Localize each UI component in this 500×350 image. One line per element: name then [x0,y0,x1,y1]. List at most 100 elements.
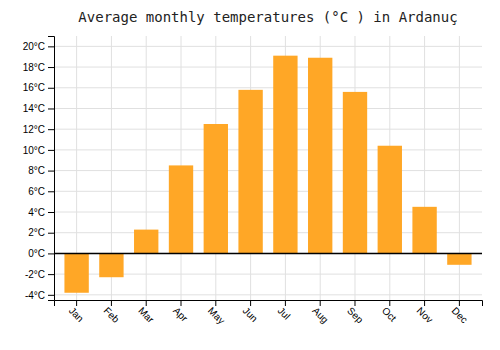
tick-label: 6°C [28,186,45,197]
tick: 8°C [28,165,54,176]
bar [169,165,193,253]
tick: 4°C [28,207,54,218]
tick-label: Aug [310,305,330,325]
tick-label: Apr [171,305,190,324]
tick-mark [48,274,54,275]
tick: Nov [415,300,435,325]
grid-line [54,170,482,171]
bar [343,92,367,254]
tick: 18°C [23,62,54,73]
bar [238,90,262,254]
title: Average monthly temperatures (°C ) in Ar… [78,9,457,25]
tick-mark [111,300,112,306]
tick-mark [389,300,390,306]
tick-label: Sep [345,305,366,326]
grid-line [54,108,482,109]
tick-mark [146,300,147,306]
tick: Feb [102,300,122,325]
tick: -4°C [25,290,54,301]
bar [64,253,88,292]
grid [54,36,482,300]
tick-mark [48,295,54,296]
tick-label: 20°C [23,41,45,52]
tick: Mar [136,300,156,325]
tick-label: 4°C [28,207,45,218]
x-axis: Jan Feb Mar Apr May Jun Jul Aug Sep Oct Nov Dec [55,300,483,326]
tick-mark [424,300,425,306]
tick-mark [48,88,54,89]
tick-mark [48,129,54,130]
bar [378,146,402,254]
tick: 6°C [28,186,54,197]
tick-label: Jul [275,305,292,322]
tick: 10°C [23,145,54,156]
grid-line [54,67,482,68]
tick-mark [48,46,54,47]
tick-label: Jun [241,305,260,324]
tick: 14°C [23,103,54,114]
tick-mark [250,300,251,306]
tick-label: Mar [136,305,156,325]
tick: -2°C [25,269,54,280]
tick: 20°C [23,41,54,52]
tick-mark [354,300,355,306]
tick: 0°C [28,248,54,259]
tick-mark [48,233,54,234]
bars [54,56,482,293]
tick-mark [48,108,54,109]
tick: Jun [241,300,260,324]
tick-label: -4°C [25,290,45,301]
tick-label: Oct [380,305,399,324]
tick-label: Feb [102,305,122,325]
tick-label: Nov [415,305,435,325]
axis-line [48,37,55,301]
grid-line [424,36,425,300]
bar [447,253,471,264]
y-axis: -4°C -2°C 0°C 2°C 4°C 6°C 8°C 10°C 12°C 14°C 16°C 1… [23,37,55,301]
grid-line [54,149,482,150]
tick: 12°C [23,124,54,135]
grid-line [54,46,482,47]
zero-line [54,253,482,255]
tick-mark [320,300,321,306]
bar [412,207,436,254]
tick-label: Dec [449,305,469,325]
tick-mark [215,300,216,306]
grid-line [54,294,482,295]
tick: Jan [67,300,86,324]
tick-label: 18°C [23,62,45,73]
grid-line [54,191,482,192]
axis-line [55,301,483,307]
bar [308,58,332,254]
tick-mark [48,191,54,192]
tick: Oct [380,300,399,324]
bar [273,56,297,254]
tick-mark [48,171,54,172]
bar [99,253,123,277]
tick-mark [285,300,286,306]
grid-line [146,36,147,300]
tick-mark [48,212,54,213]
tick-label: May [206,305,227,326]
tick-mark [459,300,460,306]
tick-label: 0°C [28,248,45,259]
tick-label: 10°C [23,145,45,156]
bar [134,230,158,254]
grid-line [54,87,482,88]
tick: Jul [275,300,292,322]
tick: 16°C [23,82,54,93]
tick-label: 16°C [23,82,45,93]
grid-line [54,253,482,254]
tick: 2°C [28,227,54,238]
tick-mark [48,150,54,151]
tick: May [206,300,227,326]
tick: Sep [345,300,366,326]
bar [204,124,228,253]
tick-label: 2°C [28,227,45,238]
tick-mark [48,253,54,254]
tick-label: Jan [67,305,86,324]
grid-line [54,129,482,130]
tick-label: -2°C [25,269,45,280]
tick-mark [48,67,54,68]
tick: Apr [171,300,190,324]
